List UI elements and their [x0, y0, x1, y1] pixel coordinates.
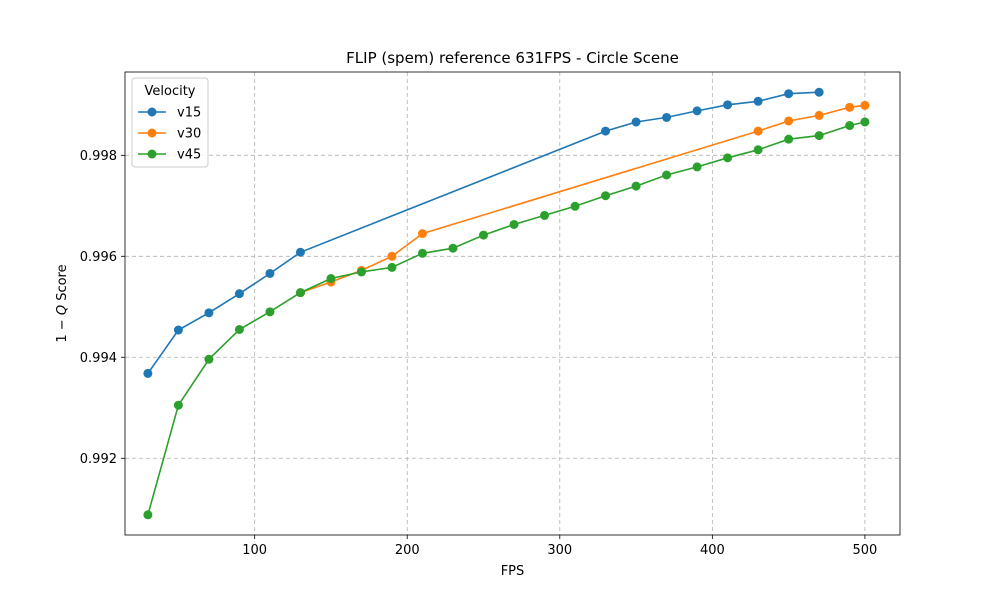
- data-point-v45: [692, 162, 702, 172]
- data-point-v45: [570, 201, 580, 211]
- axis-ticks: 100 200 300 400 500 0.992 0.994 0.996 0.998: [80, 149, 878, 558]
- data-point-v15: [753, 96, 763, 106]
- data-point-v30: [417, 229, 427, 239]
- data-point-v45: [204, 354, 214, 364]
- legend-label-v15: v15: [177, 106, 201, 121]
- y-tick-label: 0.998: [80, 149, 117, 164]
- legend-label-v45: v45: [177, 148, 201, 163]
- data-point-v15: [631, 117, 641, 127]
- x-tick-label: 300: [547, 543, 572, 558]
- data-point-v45: [860, 117, 870, 127]
- series-line-v15: [147, 91, 820, 374]
- data-point-v45: [234, 325, 244, 335]
- data-point-v15: [723, 100, 733, 110]
- data-point-v45: [417, 248, 427, 258]
- legend-entry-v30: v30: [138, 127, 201, 142]
- data-point-v45: [387, 262, 397, 272]
- legend-box: [131, 77, 209, 168]
- plot-area-frame: [124, 71, 901, 536]
- data-point-v45: [143, 510, 153, 520]
- series-v45: [143, 117, 870, 520]
- data-point-v45: [784, 134, 794, 144]
- y-tick-label: 0.996: [80, 250, 117, 265]
- legend-title: Velocity: [145, 84, 196, 99]
- data-point-v15: [265, 268, 275, 278]
- legend-marker-v15: [147, 107, 157, 117]
- legend-entries: v15 v30 v45: [138, 106, 201, 163]
- data-point-v30: [784, 116, 794, 126]
- y-tick-label: 0.992: [80, 452, 117, 467]
- y-axis-label: 1 − Q Score: [55, 264, 70, 342]
- y-tick-label: 0.994: [80, 351, 117, 366]
- series-line-v30: [300, 104, 866, 294]
- x-tick-label: 200: [395, 543, 420, 558]
- data-point-v45: [479, 230, 489, 240]
- data-point-v15: [662, 112, 672, 122]
- data-point-v45: [601, 191, 611, 201]
- data-point-v15: [143, 368, 153, 378]
- data-point-v45: [540, 210, 550, 220]
- legend-entry-v15: v15: [138, 106, 201, 121]
- x-tick-label: 400: [700, 543, 725, 558]
- data-point-v45: [295, 288, 305, 298]
- series-v15: [143, 87, 824, 378]
- data-point-v45: [753, 145, 763, 155]
- data-point-v30: [814, 110, 824, 120]
- data-point-v15: [814, 87, 824, 97]
- data-point-v45: [723, 153, 733, 163]
- data-point-v15: [173, 325, 183, 335]
- data-point-v45: [326, 274, 336, 284]
- data-point-v45: [662, 170, 672, 180]
- x-tick-label: 100: [242, 543, 267, 558]
- data-point-v15: [601, 126, 611, 136]
- legend-marker-v45: [147, 149, 157, 159]
- x-tick-label: 500: [852, 543, 877, 558]
- x-axis-label: FPS: [501, 564, 525, 579]
- chart-title: FLIP (spem) reference 631FPS - Circle Sc…: [346, 49, 679, 67]
- data-point-v45: [631, 181, 641, 191]
- data-point-v45: [814, 131, 824, 141]
- y-axis-label-suffix: Score: [55, 264, 70, 305]
- y-axis-label-variable: Q: [55, 305, 70, 315]
- series-layer: [143, 87, 870, 520]
- data-point-v45: [448, 243, 458, 253]
- data-point-v45: [173, 400, 183, 410]
- data-point-v45: [356, 267, 366, 277]
- data-point-v15: [234, 289, 244, 299]
- data-point-v30: [845, 102, 855, 112]
- data-point-v15: [295, 247, 305, 257]
- legend-label-v30: v30: [177, 127, 201, 142]
- legend: Velocity v15 v30 v45: [131, 77, 209, 168]
- y-axis-label-prefix: 1 −: [55, 315, 70, 342]
- data-point-v30: [860, 100, 870, 110]
- legend-entry-v45: v45: [138, 148, 201, 163]
- data-point-v15: [204, 308, 214, 318]
- legend-marker-v30: [147, 128, 157, 138]
- data-point-v30: [387, 251, 397, 261]
- data-point-v15: [784, 89, 794, 99]
- data-point-v30: [753, 126, 763, 136]
- data-point-v45: [265, 307, 275, 317]
- data-point-v45: [845, 121, 855, 131]
- data-point-v45: [509, 219, 519, 229]
- data-point-v15: [692, 106, 702, 116]
